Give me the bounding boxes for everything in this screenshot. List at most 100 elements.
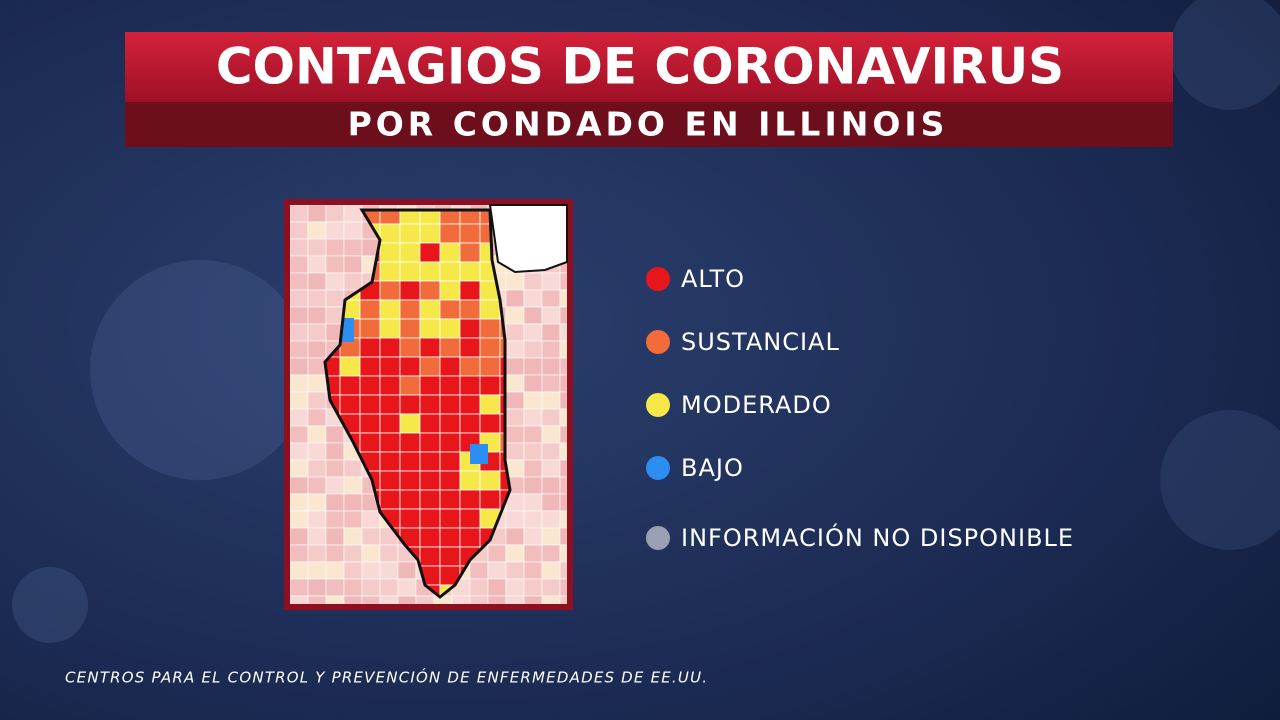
- county: [541, 425, 561, 444]
- county: [379, 223, 401, 244]
- county: [541, 374, 561, 393]
- county: [399, 508, 421, 529]
- county: [523, 272, 543, 291]
- county: [290, 340, 309, 359]
- county: [379, 413, 401, 434]
- county: [479, 394, 501, 415]
- county: [487, 595, 507, 604]
- county: [470, 444, 488, 464]
- county: [343, 238, 363, 257]
- county: [505, 408, 525, 427]
- county: [325, 238, 345, 257]
- county: [541, 408, 561, 427]
- county: [487, 561, 507, 580]
- county: [359, 318, 381, 339]
- county: [379, 451, 401, 472]
- county: [343, 493, 363, 512]
- county: [505, 425, 525, 444]
- county: [379, 280, 401, 301]
- county: [439, 242, 461, 263]
- county: [559, 578, 567, 597]
- county: [459, 375, 481, 396]
- source: CENTROS PARA EL CONTROL Y PREVENCIÓN DE …: [65, 668, 708, 687]
- county: [359, 299, 381, 320]
- county: [439, 299, 461, 320]
- county: [419, 242, 441, 263]
- county: [541, 510, 561, 529]
- county: [307, 459, 327, 478]
- county: [479, 470, 501, 491]
- county: [487, 578, 507, 597]
- county: [307, 408, 327, 427]
- county: [541, 323, 561, 342]
- county: [307, 238, 327, 257]
- county: [379, 375, 401, 396]
- county: [559, 527, 567, 546]
- county: [359, 432, 381, 453]
- legend-label: ALTO: [681, 265, 745, 293]
- county: [307, 493, 327, 512]
- county: [419, 337, 441, 358]
- county: [505, 323, 525, 342]
- county: [307, 357, 327, 376]
- county: [559, 459, 567, 478]
- county: [419, 299, 441, 320]
- county: [541, 289, 561, 308]
- county: [523, 357, 543, 376]
- county: [325, 289, 345, 308]
- county: [307, 527, 327, 546]
- county: [359, 394, 381, 415]
- county: [359, 337, 381, 358]
- county: [541, 527, 561, 546]
- county: [399, 242, 421, 263]
- county: [290, 510, 309, 529]
- county: [339, 356, 361, 377]
- county: [523, 323, 543, 342]
- legend-label: INFORMACIÓN NO DISPONIBLE: [681, 522, 1074, 552]
- county: [290, 561, 309, 580]
- county: [559, 408, 567, 427]
- county: [307, 578, 327, 597]
- county: [541, 595, 561, 604]
- county: [361, 510, 381, 529]
- lake-michigan: [488, 204, 568, 274]
- county: [523, 595, 543, 604]
- county: [505, 306, 525, 325]
- county: [459, 470, 481, 491]
- county: [439, 470, 461, 491]
- county: [559, 493, 567, 512]
- county: [505, 289, 525, 308]
- virus-decoration: [12, 0, 1280, 643]
- county: [459, 261, 481, 282]
- county: [459, 337, 481, 358]
- county: [290, 493, 309, 512]
- county: [399, 394, 421, 415]
- county: [479, 318, 501, 339]
- county: [290, 595, 309, 604]
- county: [307, 374, 327, 393]
- county: [559, 357, 567, 376]
- county: [419, 546, 441, 567]
- county: [523, 510, 543, 529]
- county: [325, 425, 345, 444]
- county: [307, 476, 327, 495]
- county: [505, 578, 525, 597]
- county: [379, 432, 401, 453]
- county: [325, 205, 345, 223]
- county: [399, 375, 421, 396]
- county: [307, 221, 327, 240]
- county: [419, 413, 441, 434]
- county: [379, 394, 401, 415]
- legend-swatch: [646, 526, 670, 550]
- county: [343, 561, 363, 580]
- county: [307, 442, 327, 461]
- county: [439, 451, 461, 472]
- county: [397, 578, 417, 597]
- county: [505, 272, 525, 291]
- county: [559, 510, 567, 529]
- county: [379, 242, 401, 263]
- county: [439, 546, 461, 567]
- county: [339, 394, 361, 415]
- county: [419, 489, 441, 510]
- county: [307, 544, 327, 563]
